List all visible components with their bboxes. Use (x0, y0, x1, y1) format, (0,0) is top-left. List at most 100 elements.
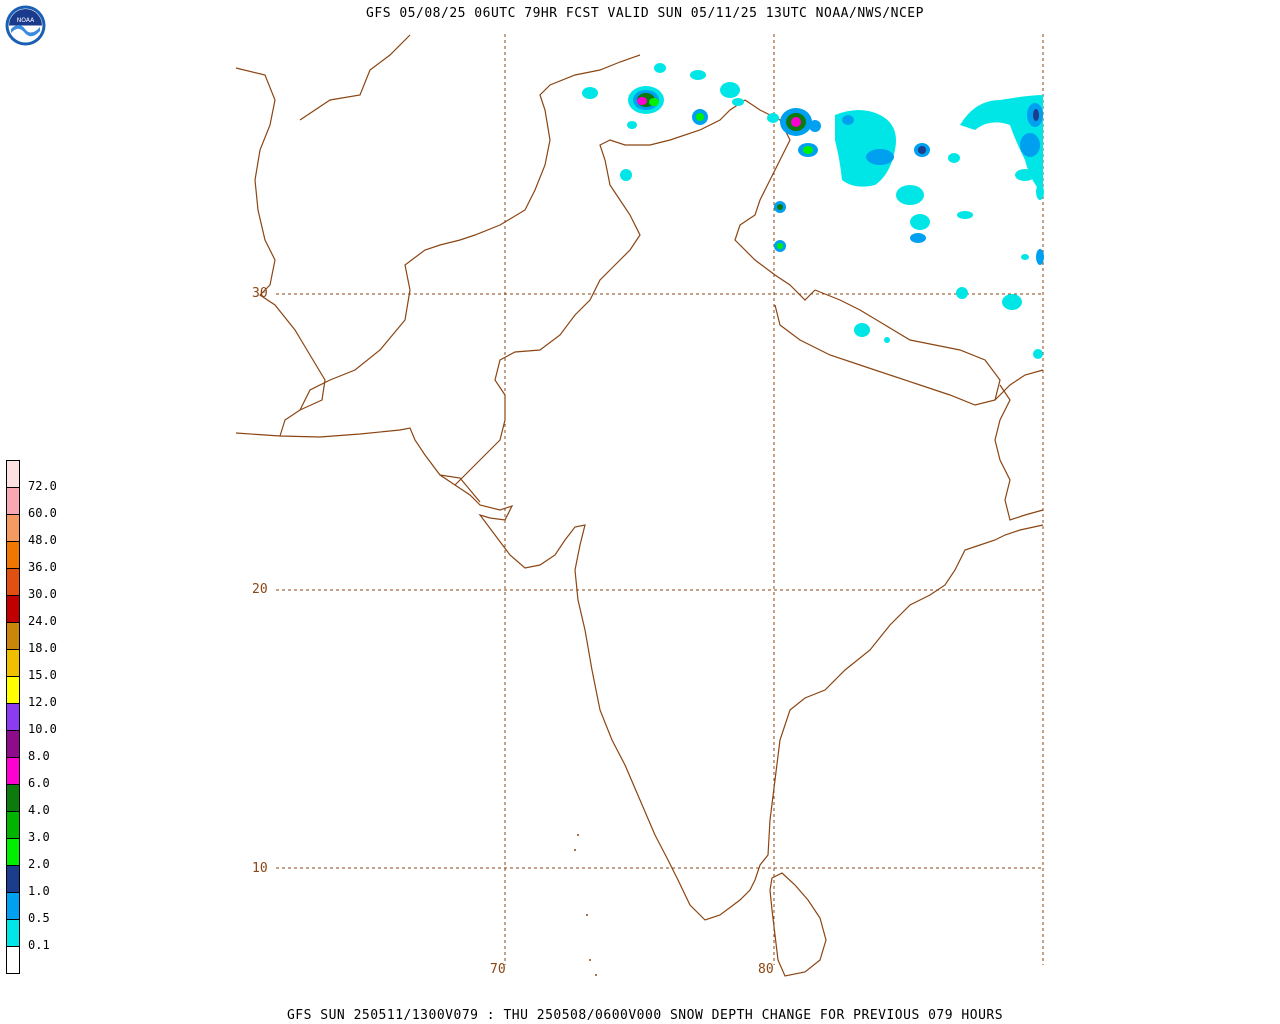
snow-patch (910, 233, 926, 243)
lat-label-10: 10 (252, 861, 268, 876)
legend-swatch (6, 569, 20, 596)
legend-swatch (6, 785, 20, 812)
legend-label: 60.0 (28, 506, 57, 520)
legend-swatch (6, 460, 20, 488)
legend-swatch (6, 731, 20, 758)
kutch-gulf (439, 474, 481, 503)
legend-label: 30.0 (28, 587, 57, 601)
color-legend: 72.0 60.0 48.0 36.0 30.0 24.0 18.0 15.0 12.0 10.0… (6, 460, 57, 974)
legend-label: 15.0 (28, 668, 57, 682)
snow-patch (627, 121, 637, 129)
legend-label: 0.5 (28, 911, 50, 925)
legend-swatch (6, 515, 20, 542)
legend-swatch (6, 893, 20, 920)
snow-patch (582, 87, 598, 99)
sri-lanka-coast (769, 872, 827, 977)
noaa-logo: NOAA (5, 5, 46, 46)
legend-label: 4.0 (28, 803, 50, 817)
island-dot (589, 959, 591, 961)
lon-label-80: 80 (758, 962, 774, 977)
legend-swatch (6, 866, 20, 893)
legend-label: 6.0 (28, 776, 50, 790)
legend-label: 48.0 (28, 533, 57, 547)
legend-label: 36.0 (28, 560, 57, 574)
legend-label: 72.0 (28, 479, 57, 493)
legend-label: 2.0 (28, 857, 50, 871)
legend-swatch (6, 623, 20, 650)
afghanistan-pakistan-border (299, 54, 641, 411)
island-dot (595, 974, 597, 976)
legend-swatch (6, 677, 20, 704)
snow-patch (732, 98, 744, 106)
lat-label-30: 30 (252, 286, 268, 301)
legend-swatch (6, 758, 20, 785)
afghanistan-border (235, 67, 326, 437)
snow-patch (1036, 184, 1044, 200)
snow-patch (696, 113, 704, 121)
lat-lon-grid (276, 34, 1044, 965)
pakistan-border (494, 99, 746, 396)
snow-patch (1036, 249, 1044, 265)
snow-patch (956, 287, 968, 299)
island-dot (577, 834, 579, 836)
lon-label-70: 70 (490, 962, 506, 977)
bangladesh-border (994, 384, 1044, 521)
snow-patch (637, 97, 647, 105)
snow-patch (654, 63, 666, 73)
snow-patch (854, 323, 870, 337)
legend-swatch (6, 920, 20, 947)
legend-label: 3.0 (28, 830, 50, 844)
legend-swatch (6, 947, 20, 974)
legend-swatch (6, 839, 20, 866)
snow-patch (918, 146, 926, 154)
snow-patch (960, 95, 1043, 195)
snow-patch (720, 82, 740, 98)
legend-label: 24.0 (28, 614, 57, 628)
island-dot (574, 849, 576, 851)
snow-patch (884, 337, 890, 343)
snow-patch (767, 113, 779, 123)
legend-swatch (6, 596, 20, 623)
snow-patch (1020, 133, 1040, 157)
snow-patch (842, 115, 854, 125)
snow-patch (1021, 254, 1029, 260)
legend-swatch (6, 704, 20, 731)
map-footer: GFS SUN 250511/1300V079 : THU 250508/060… (286, 1008, 1004, 1023)
snow-patch (896, 185, 924, 205)
legend-swatch (6, 812, 20, 839)
snow-patch (910, 214, 930, 230)
islands (574, 834, 597, 976)
snow-patch (1033, 109, 1039, 121)
legend-label: 10.0 (28, 722, 57, 736)
snow-patch (690, 70, 706, 80)
legend-label: 0.1 (28, 938, 50, 952)
snow-patch (1002, 294, 1022, 310)
nepal-border (774, 289, 1001, 406)
map-title: GFS 05/08/25 06UTC 79HR FCST VALID SUN 0… (366, 6, 924, 21)
snow-patch (777, 204, 783, 210)
snow-patch (803, 146, 813, 154)
coastlines-borders (235, 34, 1044, 977)
island-dot (586, 914, 588, 916)
snow-patch (791, 117, 801, 127)
legend-label: 8.0 (28, 749, 50, 763)
legend-swatch (6, 650, 20, 677)
india-pakistan-border (454, 395, 506, 486)
india-west-coast (235, 427, 1044, 921)
central-asia-border (299, 34, 411, 121)
noaa-logo-text: NOAA (17, 17, 35, 24)
legend-swatch (6, 488, 20, 515)
snow-patch (1015, 169, 1035, 181)
snow-patch (835, 110, 896, 187)
snow-patch (649, 98, 659, 106)
lat-label-20: 20 (252, 582, 268, 597)
snow-patch (957, 211, 973, 219)
snow-patch (1033, 349, 1043, 359)
snow-patch (809, 120, 821, 132)
snow-patch (866, 149, 894, 165)
northeast-border (994, 369, 1044, 401)
legend-swatch (6, 542, 20, 569)
snow-patch (948, 153, 960, 163)
snow-depth-fill (582, 63, 1044, 359)
